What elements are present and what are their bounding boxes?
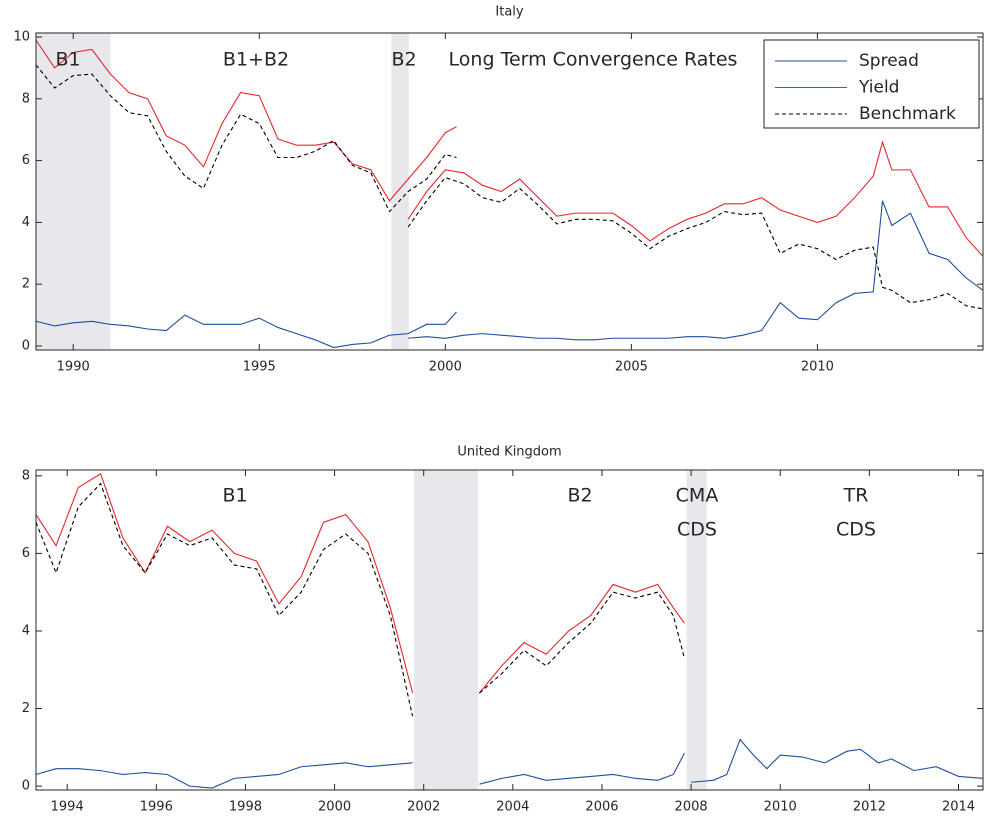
x-tick-label: 1995 <box>243 360 276 375</box>
series-line <box>35 738 984 789</box>
x-tick-label: 1990 <box>57 360 90 375</box>
y-tick-label: 8 <box>22 468 30 483</box>
x-tick-label: 1998 <box>229 800 262 815</box>
y-tick-label: 6 <box>22 546 30 561</box>
x-tick-label: 2010 <box>764 800 797 815</box>
x-tick-label: 2006 <box>585 800 618 815</box>
shaded-region <box>36 33 111 350</box>
y-tick-label: 2 <box>22 701 30 716</box>
series-line <box>35 200 984 349</box>
legend-label: Yield <box>858 78 899 98</box>
shaded-region <box>686 470 707 790</box>
series-line <box>35 473 685 694</box>
series-line <box>35 64 984 310</box>
x-tick-label: 2004 <box>496 800 529 815</box>
annotation: B1+B2 <box>223 49 289 71</box>
annotation: CDS <box>677 519 717 541</box>
annotation: B2 <box>391 49 416 71</box>
series-line <box>35 39 984 257</box>
annotation: B1 <box>55 49 80 71</box>
x-tick-label: 2014 <box>942 800 975 815</box>
y-tick-label: 8 <box>22 91 30 106</box>
y-tick-label: 0 <box>22 779 30 794</box>
x-tick-label: 2000 <box>318 800 351 815</box>
x-tick-label: 1994 <box>51 800 84 815</box>
y-tick-label: 4 <box>22 215 30 230</box>
annotation: Long Term Convergence Rates <box>449 49 738 71</box>
y-tick-label: 4 <box>22 623 30 638</box>
x-tick-label: 2012 <box>853 800 886 815</box>
annotation: B1 <box>222 485 247 507</box>
panel-title: Italy <box>495 5 524 20</box>
shaded-region <box>413 470 479 790</box>
x-tick-label: 2010 <box>801 360 834 375</box>
annotation: CMA <box>676 485 719 507</box>
legend-label: Spread <box>859 51 919 71</box>
annotation: B2 <box>567 485 592 507</box>
legend-box <box>763 39 980 129</box>
x-tick-label: 2008 <box>675 800 708 815</box>
y-tick-label: 10 <box>13 30 30 45</box>
x-tick-label: 2005 <box>615 360 648 375</box>
y-tick-label: 0 <box>22 338 30 353</box>
y-tick-label: 6 <box>22 153 30 168</box>
x-tick-label: 2000 <box>429 360 462 375</box>
panel-title: United Kingdom <box>457 445 561 460</box>
shaded-region <box>391 33 409 350</box>
x-tick-label: 1996 <box>140 800 173 815</box>
x-tick-label: 2002 <box>407 800 440 815</box>
y-tick-label: 2 <box>22 277 30 292</box>
plot-frame <box>35 469 984 791</box>
plot-frame <box>35 32 984 351</box>
legend-label: Benchmark <box>859 104 956 124</box>
annotation: CDS <box>836 519 876 541</box>
series-line <box>35 482 685 717</box>
annotation: TR <box>843 485 869 507</box>
